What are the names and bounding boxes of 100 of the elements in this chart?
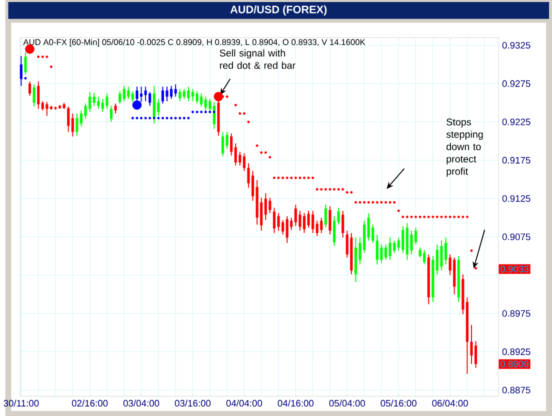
candlestick	[342, 210, 344, 238]
point	[212, 110, 216, 114]
candlestick	[234, 142, 237, 166]
candlestick	[178, 88, 182, 102]
candlestick	[328, 206, 332, 236]
y-tick-label: 0.9325	[502, 42, 530, 49]
candlestick	[320, 217, 323, 234]
candlestick	[24, 52, 27, 75]
candlestick	[41, 100, 44, 111]
candlestick	[114, 103, 117, 114]
candlestick	[191, 88, 194, 102]
point	[161, 116, 164, 120]
chart-subtitle: AUD A0-FX [60-Min] 05/06/10 -0.0025 C 0.8909, H 0.8939, L 0.8904, O 0.8933, V 14.1600K	[23, 38, 366, 47]
candlestick	[46, 101, 48, 116]
candlestick	[410, 230, 413, 255]
candlestick	[272, 207, 276, 234]
x-tick-label: 05/16:00	[380, 400, 416, 407]
x-tick-label: 30/11:00	[4, 400, 39, 407]
y-tick-label: 0.8875	[502, 386, 530, 394]
candlestick	[332, 216, 336, 247]
candlestick	[212, 101, 216, 130]
candlestick	[414, 227, 418, 245]
y-tick-label: 0.9225	[502, 118, 530, 126]
text: 0.8909	[500, 360, 528, 368]
candlestick	[174, 84, 177, 98]
candlestick	[92, 92, 96, 106]
point	[204, 110, 207, 114]
candlestick	[418, 247, 422, 258]
point	[140, 116, 143, 120]
point	[157, 116, 160, 120]
candlestick	[144, 86, 147, 102]
point	[152, 116, 156, 120]
x-tick-label: 04/16:00	[278, 400, 314, 407]
candlestick	[161, 86, 164, 104]
candlestick	[148, 92, 152, 106]
candlestick	[286, 216, 288, 244]
candlestick	[131, 90, 134, 102]
candlestick	[182, 88, 186, 100]
y-tick-label: 0.8925	[502, 348, 530, 356]
candlestick	[302, 212, 306, 234]
x-tick-label: 05/04:00	[329, 400, 366, 407]
candlestick	[376, 234, 378, 265]
candlestick	[28, 80, 32, 96]
candlestick	[264, 192, 267, 220]
x-tick-label: 03/04:00	[123, 400, 160, 407]
point	[178, 116, 182, 120]
candlestick	[423, 249, 426, 265]
candlestick	[470, 324, 473, 365]
y-tick-label: 0.9125	[502, 195, 530, 202]
point	[166, 116, 168, 120]
point	[136, 116, 138, 120]
point	[196, 110, 198, 114]
annotation: Sell signal with red dot & red bar	[220, 49, 296, 69]
candlestick	[80, 110, 83, 128]
candlestick	[242, 152, 246, 172]
point	[170, 116, 173, 120]
candlestick	[71, 112, 74, 137]
candlestick	[384, 244, 388, 260]
point	[24, 76, 27, 80]
candlestick	[277, 212, 280, 232]
candlestick	[298, 210, 302, 232]
candlestick	[388, 237, 392, 260]
y-tick-label: 0.8975	[502, 310, 530, 317]
y-tick-label: 0.9275	[502, 80, 530, 87]
candlestick	[324, 204, 327, 228]
candlestick	[110, 105, 113, 122]
text: 0.9033	[500, 266, 528, 272]
candlestick	[32, 84, 36, 108]
candlestick	[106, 93, 108, 110]
candlestick	[440, 240, 443, 272]
x-tick-label: 02/16:00	[72, 400, 108, 407]
chart-title: AUD/USD (FOREX)	[230, 5, 327, 16]
candlestick	[122, 85, 126, 102]
point	[200, 110, 203, 114]
candlestick	[316, 220, 318, 237]
x-tick-label: 04/04:00	[226, 400, 262, 407]
candlestick	[118, 90, 122, 104]
candlestick	[196, 90, 198, 104]
candlestick	[367, 212, 370, 242]
point	[208, 110, 212, 114]
candlestick	[444, 237, 448, 265]
candlestick	[166, 86, 168, 102]
candlestick	[67, 106, 70, 132]
candlestick	[294, 204, 297, 227]
candlestick	[37, 80, 40, 110]
point	[144, 116, 147, 120]
point	[182, 116, 186, 120]
candlestick	[380, 244, 383, 264]
annotation: Stops stepping down to protect profit	[446, 118, 483, 177]
candlestick	[268, 197, 272, 214]
candlestick	[97, 96, 100, 110]
candlestick	[187, 86, 190, 102]
candlestick	[226, 131, 228, 150]
y-tick-label: 0.9175	[502, 156, 530, 164]
candlestick	[221, 131, 224, 157]
point	[191, 110, 194, 114]
candlestick	[230, 132, 233, 156]
point	[174, 116, 177, 120]
y-tick-label: 0.9075	[502, 234, 530, 240]
candlestick	[307, 210, 310, 228]
